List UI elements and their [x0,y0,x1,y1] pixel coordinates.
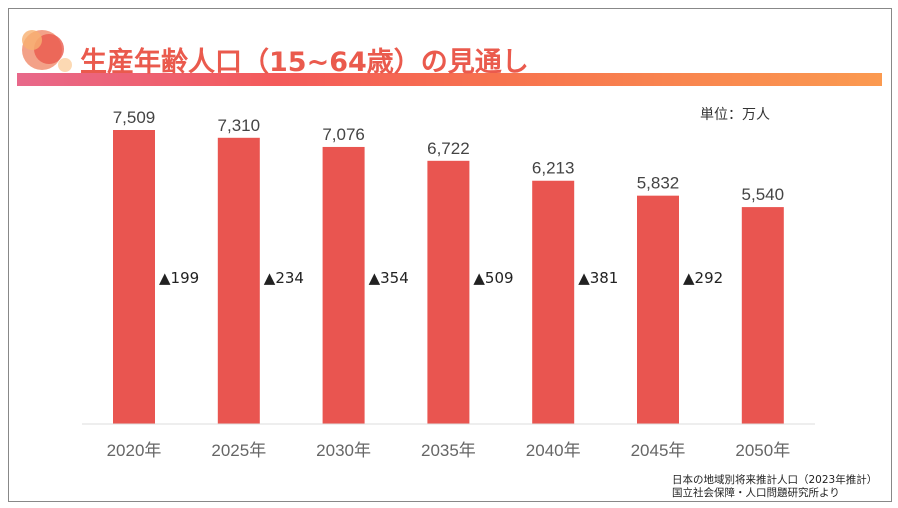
bar [741,207,784,424]
decrease-label: ▲199 [159,269,199,287]
slide-frame [8,8,892,502]
title-underline-band [17,73,882,86]
bar [217,137,260,424]
value-label: 6,213 [532,159,575,178]
bar [322,146,365,425]
unit-label: 単位：万人 [700,107,770,123]
source-note: 日本の地域別将来推計人口（2023年推計） 国立社会保障・人口問題研究所より [672,474,877,500]
value-label: 7,509 [113,108,156,127]
value-label: 5,540 [742,185,785,204]
decrease-label: ▲354 [369,269,409,287]
bar [427,160,470,425]
page-title: 生産年齢人口（15~64歳）の見通し [80,47,529,78]
value-label: 7,310 [218,116,261,135]
x-tick-label: 2045年 [631,441,686,460]
x-tick-label: 2025年 [211,441,266,460]
value-label: 5,832 [637,174,680,193]
x-tick-label: 2035年 [421,441,476,460]
x-tick-label: 2030年 [316,441,371,460]
decrease-label: ▲509 [473,269,513,287]
source-line: 国立社会保障・人口問題研究所より [672,487,840,499]
value-label: 6,722 [427,139,470,158]
x-tick-label: 2020年 [107,441,162,460]
decrease-label: ▲381 [578,269,618,287]
x-tick-label: 2050年 [735,441,790,460]
decrease-label: ▲292 [683,269,723,287]
source-line: 日本の地域別将来推計人口（2023年推計） [672,474,878,486]
value-label: 7,076 [322,125,365,144]
bar [637,195,679,424]
decrease-label: ▲234 [264,269,304,287]
bar [532,180,575,424]
x-tick-label: 2040年 [526,441,581,460]
bar [113,130,155,424]
